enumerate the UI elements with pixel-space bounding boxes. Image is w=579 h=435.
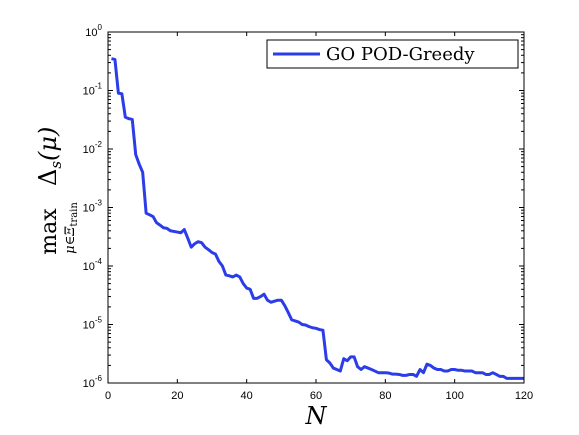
y-tick-label: 100 <box>85 23 102 39</box>
x-tick-label: 0 <box>105 390 111 402</box>
y-tick-label: 10-4 <box>83 257 103 273</box>
y-axis-title-subscript: μ∈Ξ <box>63 226 78 254</box>
plot-area <box>108 32 524 383</box>
x-tick-label: 20 <box>171 390 183 402</box>
y-tick-label: 10-6 <box>83 374 103 390</box>
svg-text:max μ∈Ξtrain: max μ∈Ξtrain <box>37 201 80 254</box>
series-line-go-pod-greedy <box>111 57 524 380</box>
y-tick-labels: 10-6 10-5 10-4 10-3 10-2 10-1 100 <box>83 23 103 390</box>
y-axis-title-expression-arg: (μ) <box>34 127 62 161</box>
x-tick-label: 120 <box>515 390 533 402</box>
x-tick-label: 60 <box>310 390 322 402</box>
x-axis-title: N <box>305 402 328 430</box>
plot-frame <box>107 31 525 384</box>
svg-text:Δs(μ): Δs(μ) <box>34 127 65 186</box>
x-tick-labels: 0 20 40 60 80 100 120 <box>105 390 533 402</box>
legend: GO POD-Greedy <box>266 39 519 69</box>
x-tick-label: 40 <box>241 390 253 402</box>
y-axis-title: max μ∈Ξtrain Δs(μ) <box>34 127 80 255</box>
y-tick-label: 10-2 <box>83 140 103 156</box>
y-axis-title-expression-sub: s <box>47 161 65 169</box>
x-tick-label: 100 <box>445 390 463 402</box>
y-tick-label: 10-3 <box>83 199 103 215</box>
x-tick-label: 80 <box>379 390 391 402</box>
y-axis-title-expression: Δ <box>34 169 62 186</box>
legend-entry: GO POD-Greedy <box>326 44 475 65</box>
y-tick-label: 10-5 <box>83 316 103 332</box>
y-axis-title-subscript-sub: train <box>69 202 80 227</box>
y-tick-label: 10-1 <box>83 82 103 98</box>
y-axis-title-operator: max <box>37 208 62 255</box>
